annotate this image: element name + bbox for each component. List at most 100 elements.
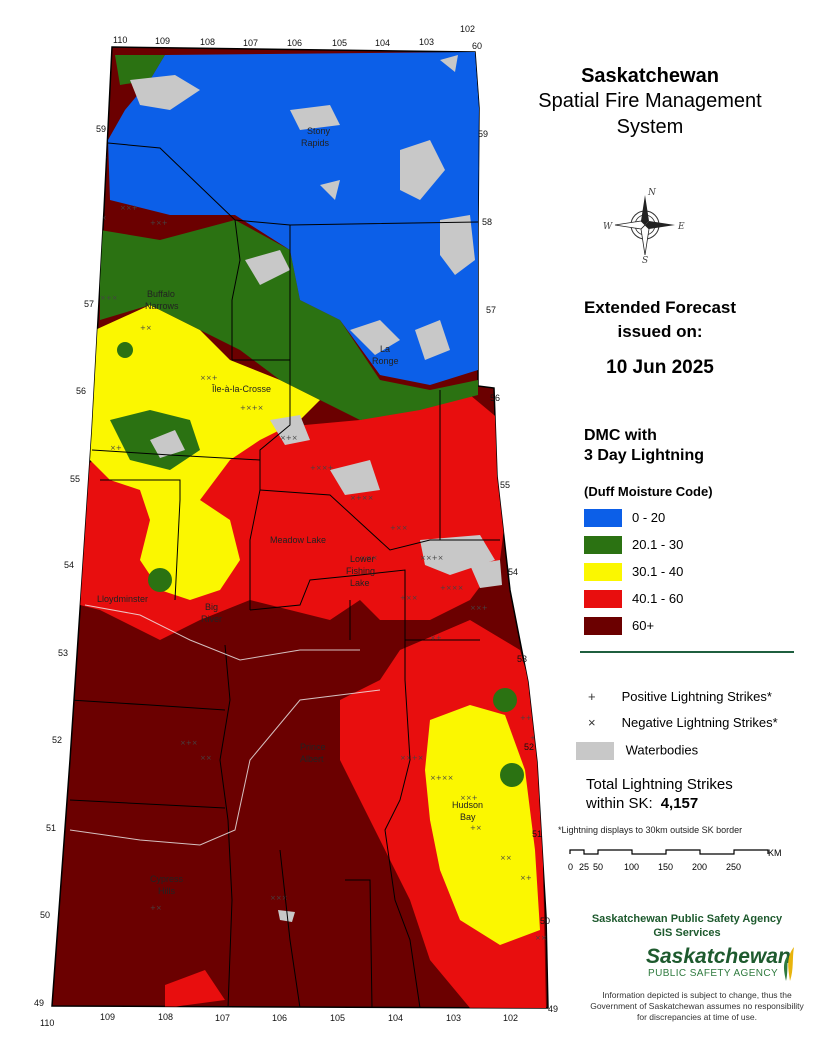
place-label: River xyxy=(201,614,222,624)
logo-name: Saskatchewan xyxy=(646,945,791,968)
legend-positive-lightning: + Positive Lightning Strikes* xyxy=(588,689,772,704)
lon-label: 103 xyxy=(446,1013,461,1023)
agency-line-2: GIS Services xyxy=(653,927,721,939)
forecast-line-2: issued on: xyxy=(617,322,703,341)
place-label: Rapids xyxy=(301,138,330,148)
zone-dmc-20-30 xyxy=(100,220,478,420)
scale-label: 50 xyxy=(593,862,603,872)
svg-text:××+: ××+ xyxy=(200,374,218,382)
legend-label: 40.1 - 60 xyxy=(632,591,684,606)
place-label: La xyxy=(380,344,390,354)
svg-text:×+: ×+ xyxy=(430,634,442,642)
svg-text:×+: ×+ xyxy=(520,874,532,882)
zone-dmc-20-30 xyxy=(493,688,517,712)
lat-label: 54 xyxy=(508,567,518,577)
svg-text:+×: +× xyxy=(80,404,92,412)
legend-divider xyxy=(580,651,794,653)
svg-text:×+×: ×+× xyxy=(180,739,198,747)
place-label: Fishing xyxy=(346,566,375,576)
scale-bar: KM 0 25 50 100 150 200 250 xyxy=(568,848,782,872)
lat-label: 54 xyxy=(64,560,74,570)
legend-title: DMC with 3 Day Lightning xyxy=(584,426,704,466)
forecast-date: 10 Jun 2025 xyxy=(606,357,714,378)
legend-title-line-1: DMC with xyxy=(584,427,657,444)
scale-label: 250 xyxy=(726,862,741,872)
disclaimer: Information depicted is subject to chang… xyxy=(590,990,804,1022)
scale-label: 150 xyxy=(658,862,673,872)
scale-label: 0 xyxy=(568,862,573,872)
forecast-block: Extended Forecast issued on: 10 Jun 2025 xyxy=(540,296,780,380)
lon-label: 110 xyxy=(40,1018,54,1028)
svg-text:×+×: ×+× xyxy=(85,184,103,192)
svg-text:××+×: ××+× xyxy=(400,754,423,762)
svg-text:×××: ××× xyxy=(270,894,288,902)
svg-text:+×: +× xyxy=(140,324,152,332)
place-label: Lower xyxy=(350,554,375,564)
place-label: Narrows xyxy=(145,301,179,311)
place-label: Bay xyxy=(460,812,476,822)
lat-label: 52 xyxy=(524,742,534,752)
compass-s: S xyxy=(642,256,648,265)
lat-label: 59 xyxy=(478,129,488,139)
svg-text:+: + xyxy=(60,574,66,582)
svg-text:+×: +× xyxy=(470,824,482,832)
compass-rose-icon: N E S W xyxy=(603,188,685,265)
legend-label: 0 - 20 xyxy=(632,510,666,525)
lat-label: 55 xyxy=(500,480,510,490)
logo-subtitle: PUBLIC SAFETY AGENCY xyxy=(648,968,779,979)
place-label: Hudson xyxy=(452,800,483,810)
lon-label: 109 xyxy=(155,36,170,46)
legend-swatch xyxy=(584,590,622,608)
lat-label: 49 xyxy=(548,1004,558,1014)
svg-text:+×: +× xyxy=(150,904,162,912)
lat-label: 55 xyxy=(70,474,80,484)
latitude-labels-left: 59 57 56 55 54 53 52 51 50 49 xyxy=(34,124,106,1008)
legend-label: 20.1 - 30 xyxy=(632,537,684,552)
place-label: Stony xyxy=(307,126,331,136)
place-label: Hills xyxy=(158,886,175,896)
lon-label: 107 xyxy=(215,1013,230,1023)
lat-label: 57 xyxy=(84,299,94,309)
place-label: Meadow Lake xyxy=(270,535,326,545)
forecast-line-1: Extended Forecast xyxy=(583,298,737,317)
legend-label: 60+ xyxy=(632,618,655,633)
lon-label: 102 xyxy=(460,24,475,34)
lat-label: 56 xyxy=(76,386,86,396)
lon-label: 109 xyxy=(100,1012,115,1022)
lat-label: 53 xyxy=(517,654,527,664)
lat-label: 50 xyxy=(40,910,50,920)
lat-label: 58 xyxy=(482,217,492,227)
svg-text:+×+: +×+ xyxy=(90,154,108,162)
lon-label: 105 xyxy=(332,38,347,48)
svg-text:××+: ××+ xyxy=(535,934,553,942)
admin-boundaries xyxy=(69,142,500,1008)
svg-text:××+×: ××+× xyxy=(420,554,443,562)
svg-text:×+××: ×+×× xyxy=(430,774,453,782)
plus-icon: + xyxy=(588,689,596,704)
svg-text:×+: ×+ xyxy=(55,494,67,502)
scale-unit: KM xyxy=(768,848,782,858)
svg-text:××: ×× xyxy=(200,754,212,762)
place-label: Lloydminster xyxy=(97,594,148,604)
place-label: Albert xyxy=(300,754,324,764)
lat-label: 60 xyxy=(472,41,482,51)
longitude-labels-bottom: 110 109 108 107 106 105 104 103 102 xyxy=(40,1012,518,1028)
longitude-labels-top: 110 109 108 107 106 105 104 103 102 xyxy=(113,24,475,48)
compass-n: N xyxy=(647,188,657,198)
title-line-3: System xyxy=(616,116,684,138)
lat-label: 51 xyxy=(532,829,542,839)
lat-label: 51 xyxy=(46,823,56,833)
legend-waterbodies: Waterbodies xyxy=(576,742,698,760)
lon-label: 104 xyxy=(375,38,390,48)
svg-text:+××: +×× xyxy=(400,594,418,602)
scale-label: 100 xyxy=(624,862,639,872)
legend-label: Negative Lightning Strikes* xyxy=(621,715,778,730)
lightning-note: *Lightning displays to 30km outside SK b… xyxy=(558,825,743,835)
svg-text:××+: ××+ xyxy=(460,794,478,802)
svg-text:×××: ××× xyxy=(360,554,378,562)
legend-swatch xyxy=(584,563,622,581)
place-label: Prince xyxy=(300,742,326,752)
title-line-2: Spatial Fire Management xyxy=(538,90,762,112)
svg-text:+×: +× xyxy=(60,534,72,542)
svg-text:×+××: ×+×× xyxy=(350,494,373,502)
